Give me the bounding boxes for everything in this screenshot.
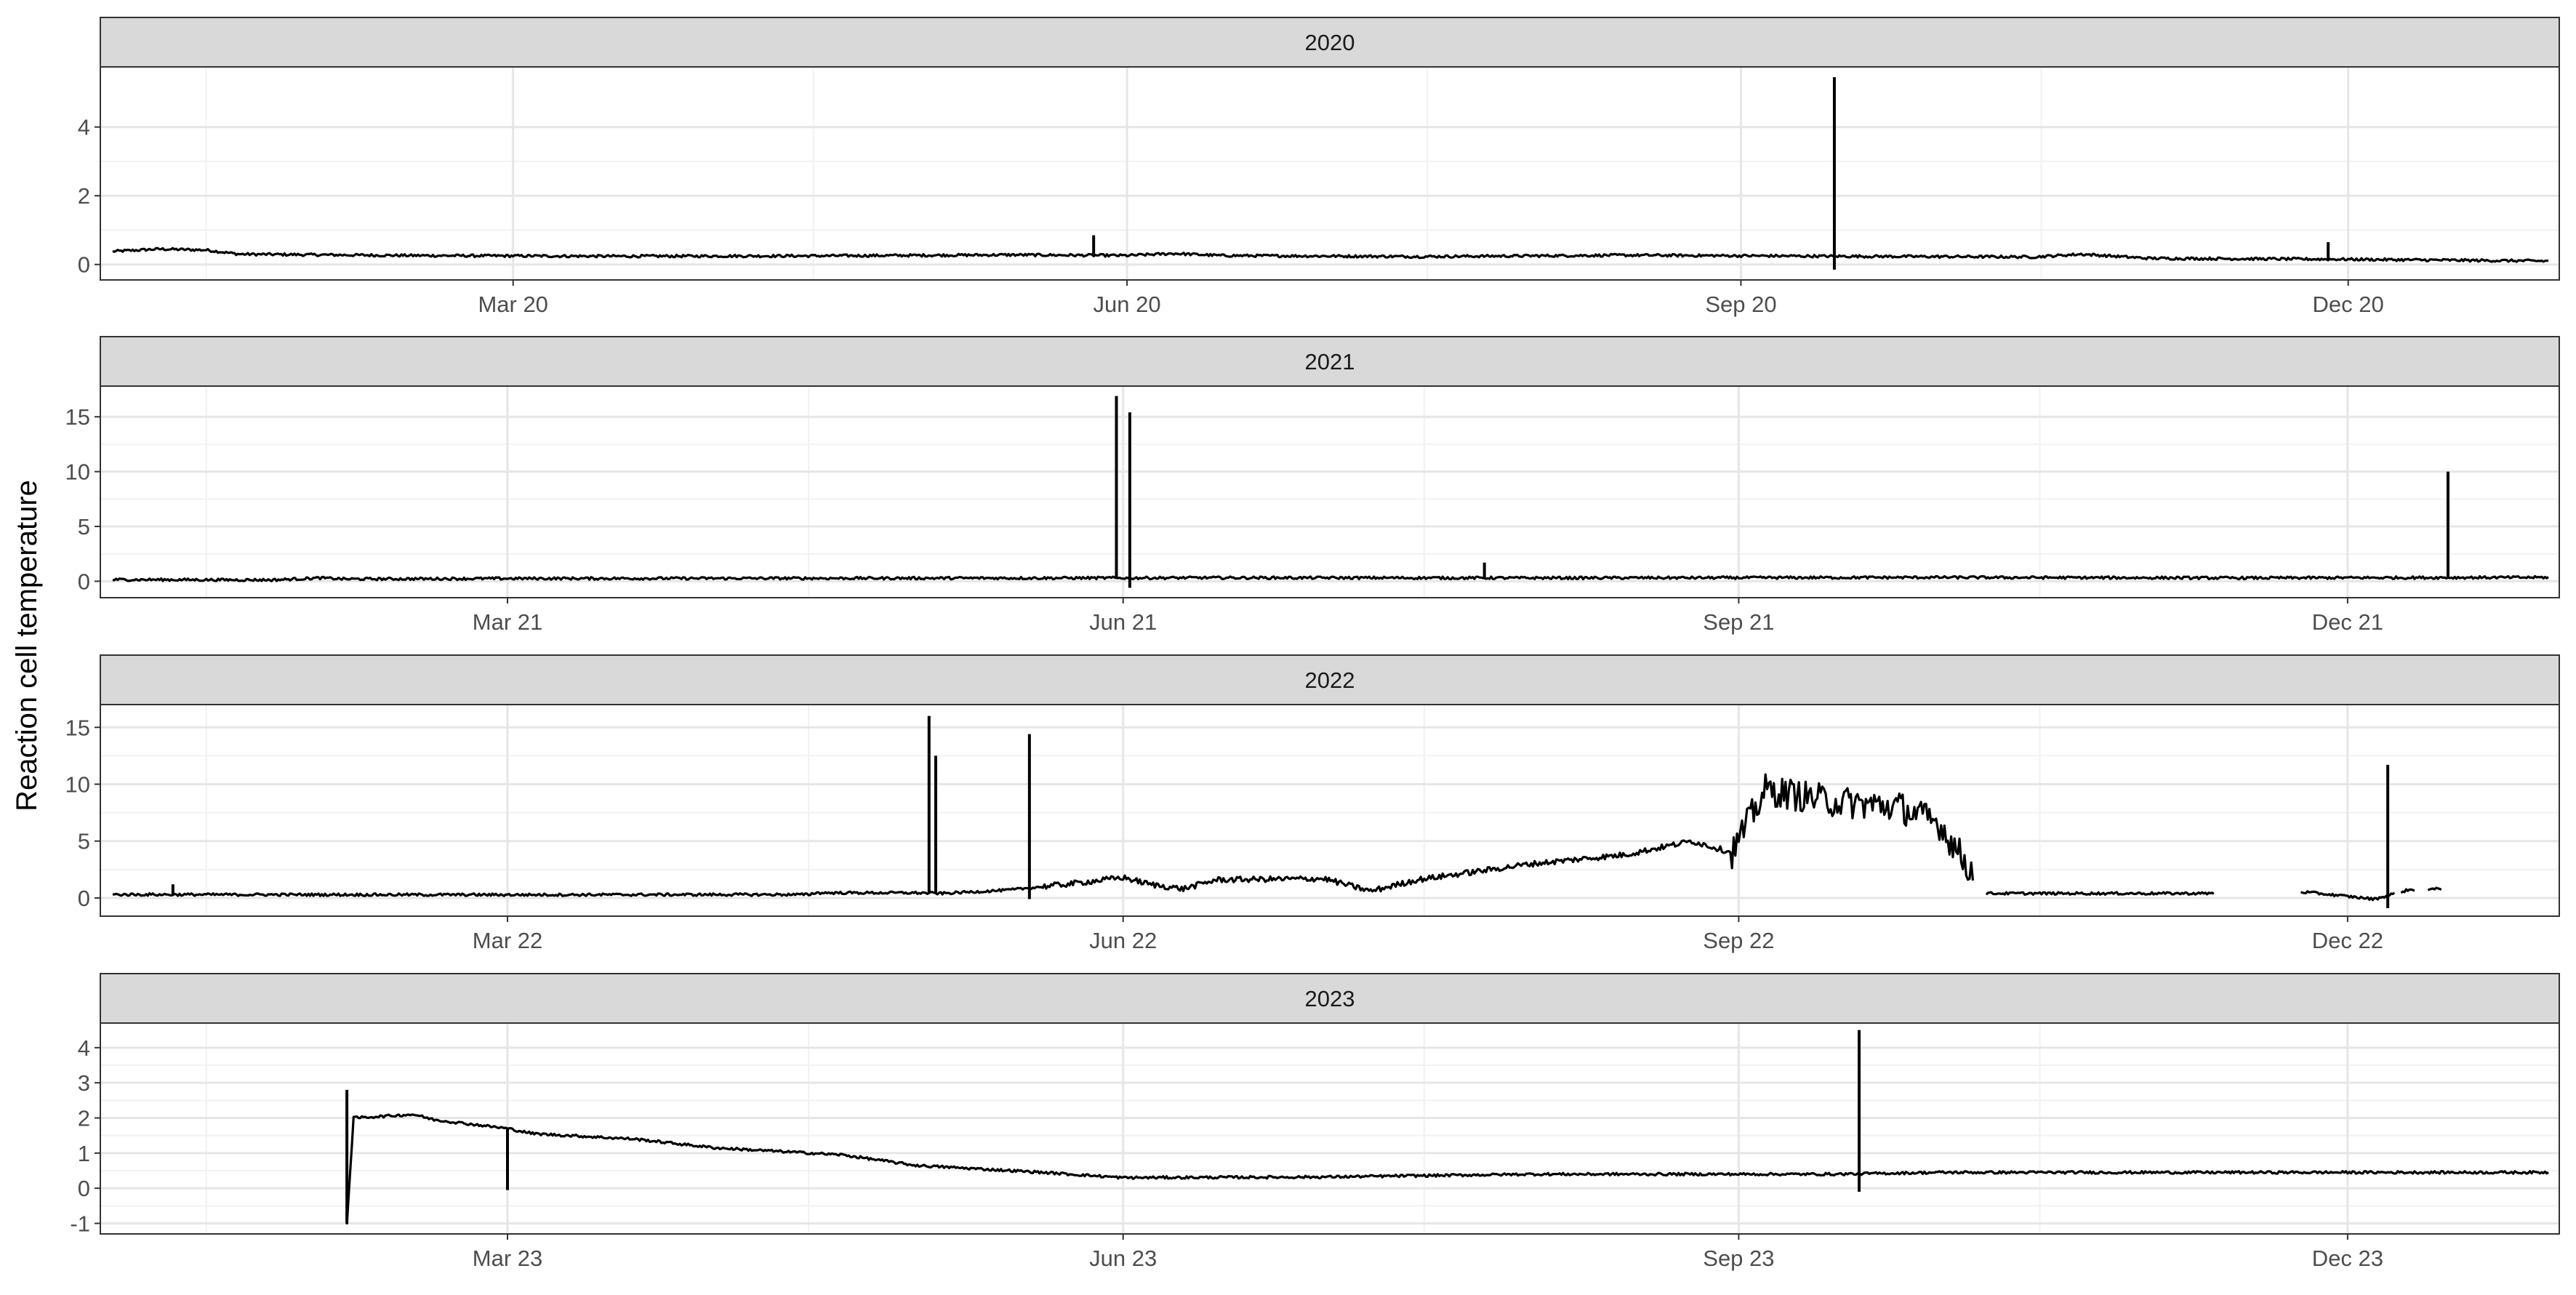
y-tick-label: 0 bbox=[78, 569, 90, 594]
series-line bbox=[112, 574, 2549, 582]
x-tick-label: Dec 22 bbox=[2312, 928, 2383, 953]
y-tick-label: 0 bbox=[78, 886, 90, 911]
facet-panel-2020: 2020 0 2 4 Mar 20 Jun 20 Sep 20 Dec 20 bbox=[78, 17, 2560, 317]
x-tick-label: Dec 20 bbox=[2313, 292, 2384, 317]
y-axis-label: Reaction cell temperature bbox=[11, 480, 43, 811]
x-tick-label: Mar 20 bbox=[478, 292, 547, 317]
series-line bbox=[345, 1113, 2549, 1224]
x-tick-label: Sep 23 bbox=[1703, 1246, 1774, 1271]
x-tick-label: Dec 21 bbox=[2312, 609, 2383, 635]
y-tick-label: 15 bbox=[65, 715, 90, 740]
y-tick-label: 0 bbox=[78, 1176, 90, 1201]
y-tick-label: 1 bbox=[78, 1141, 90, 1166]
facet-panel-2023: 2023 -1 0 1 2 3 4 Mar 23 Jun 23 Sep 23 Dec 23 bbox=[70, 973, 2560, 1271]
facet-panel-2021: 2021 0 5 10 15 Mar 21 Jun 21 Sep 21 Dec 21 bbox=[65, 336, 2560, 635]
panel-border bbox=[100, 66, 2560, 281]
facet-strip-label: 2020 bbox=[1305, 30, 1355, 55]
panel-border bbox=[100, 385, 2560, 598]
facet-strip bbox=[100, 973, 2560, 1024]
y-tick-label: 5 bbox=[78, 514, 90, 540]
y-tick-label: 4 bbox=[78, 1035, 90, 1061]
facet-panel-2022: 2022 0 5 10 15 Mar 22 Jun 22 Sep 22 Dec 22 bbox=[65, 654, 2560, 953]
facet-strip-label: 2023 bbox=[1305, 986, 1355, 1011]
x-tick-label: Sep 22 bbox=[1703, 928, 1774, 953]
x-tick-label: Dec 23 bbox=[2312, 1246, 2383, 1271]
x-tick-label: Mar 22 bbox=[473, 928, 542, 953]
y-tick-label: -1 bbox=[70, 1211, 90, 1237]
x-tick-label: Jun 21 bbox=[1089, 609, 1157, 635]
x-tick-label: Sep 21 bbox=[1703, 609, 1774, 635]
y-tick-label: 3 bbox=[78, 1070, 90, 1096]
plot-background bbox=[100, 1023, 2559, 1234]
x-tick-label: Mar 23 bbox=[473, 1246, 542, 1271]
plot-background bbox=[100, 705, 2559, 916]
panel-border bbox=[100, 1022, 2560, 1235]
y-tick-label: 5 bbox=[78, 829, 90, 854]
facet-strip-label: 2021 bbox=[1305, 349, 1355, 374]
facet-strip bbox=[100, 336, 2560, 387]
x-tick-label: Mar 21 bbox=[473, 609, 542, 635]
facet-strip-label: 2022 bbox=[1305, 667, 1355, 693]
y-tick-label: 15 bbox=[65, 404, 90, 430]
y-tick-label: 0 bbox=[78, 252, 90, 278]
facet-strip bbox=[100, 654, 2560, 705]
y-tick-label: 4 bbox=[78, 115, 90, 140]
x-tick-label: Sep 20 bbox=[1705, 292, 1776, 317]
series-line bbox=[112, 773, 2442, 902]
series-line bbox=[112, 246, 2549, 263]
panel-border bbox=[100, 704, 2560, 917]
facet-strip bbox=[100, 17, 2560, 68]
plot-background bbox=[100, 67, 2559, 280]
y-tick-label: 10 bbox=[65, 772, 90, 798]
y-tick-label: 2 bbox=[78, 1106, 90, 1131]
y-tick-label: 10 bbox=[65, 460, 90, 485]
x-tick-label: Jun 20 bbox=[1094, 292, 1161, 317]
x-tick-label: Jun 22 bbox=[1089, 928, 1157, 953]
x-tick-label: Jun 23 bbox=[1089, 1246, 1157, 1271]
plot-background bbox=[100, 386, 2559, 598]
y-tick-label: 2 bbox=[78, 183, 90, 209]
